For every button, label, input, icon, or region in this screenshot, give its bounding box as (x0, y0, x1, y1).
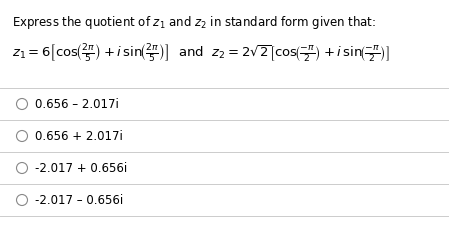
Text: -2.017 + 0.656i: -2.017 + 0.656i (35, 162, 127, 175)
Text: Express the quotient of $z_1$ and $z_2$ in standard form given that:: Express the quotient of $z_1$ and $z_2$ … (12, 14, 376, 31)
Text: 0.656 – 2.017i: 0.656 – 2.017i (35, 97, 119, 110)
Text: -2.017 – 0.656i: -2.017 – 0.656i (35, 194, 123, 207)
Text: $z_1 = 6\left[\mathrm{cos}\!\left(\frac{2\pi}{5}\right) + i\,\mathrm{sin}\!\left: $z_1 = 6\left[\mathrm{cos}\!\left(\frac{… (12, 42, 390, 64)
Text: 0.656 + 2.017i: 0.656 + 2.017i (35, 130, 123, 142)
